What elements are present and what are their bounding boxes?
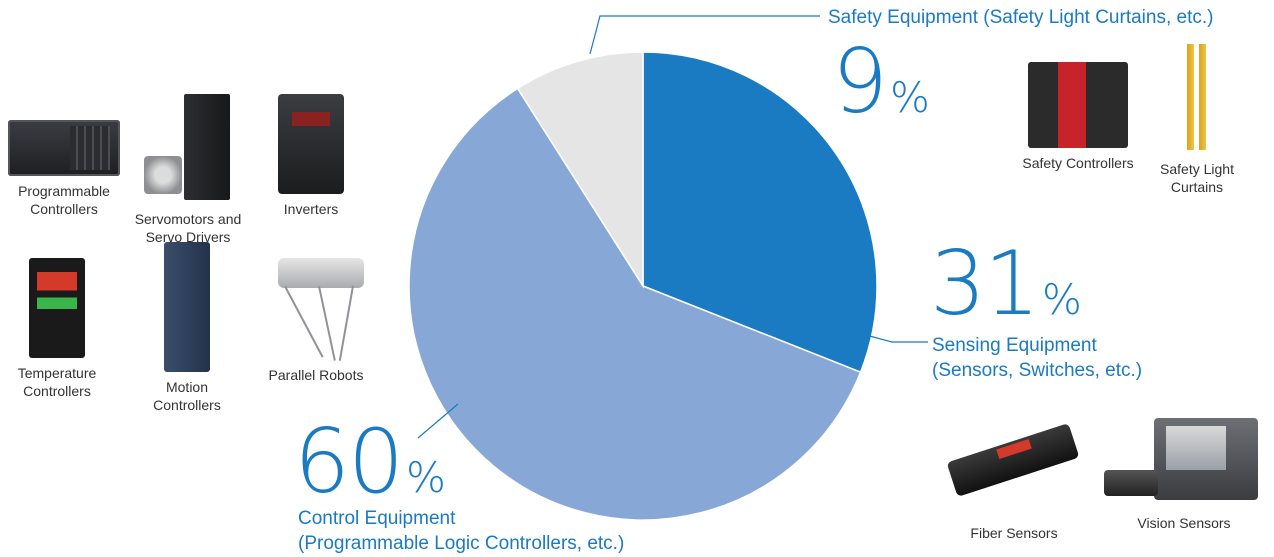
- sensing-percent-sign: %: [1041, 275, 1082, 324]
- sensing-label: Sensing Equipment (Sensors, Switches, et…: [932, 333, 1142, 383]
- safety-light-curtains-caption: Safety Light Curtains: [1160, 161, 1234, 195]
- product-motion-controllers: Motion Controllers: [144, 242, 230, 414]
- servomotor-image: [138, 94, 238, 204]
- product-vision-sensors: Vision Sensors: [1098, 418, 1270, 532]
- fiber-sensors-caption: Fiber Sensors: [970, 525, 1058, 541]
- safety-percent-sign: %: [890, 73, 930, 122]
- motion-controllers-caption: Motion Controllers: [153, 379, 221, 413]
- safety-controller-image: [1028, 62, 1128, 148]
- temperature-controllers-caption: Temperature Controllers: [17, 365, 97, 399]
- sensing-percent: 31%: [930, 240, 1082, 328]
- inverters-caption: Inverters: [283, 201, 339, 217]
- control-label-line2: (Programmable Logic Controllers, etc.): [298, 533, 625, 554]
- parallel-robot-image: [256, 240, 376, 361]
- safety-label: Safety Equipment (Safety Light Curtains,…: [828, 7, 1214, 28]
- servomotors-caption: Servomotors and Servo Drivers: [134, 211, 242, 245]
- parallel-robots-caption: Parallel Robots: [268, 367, 364, 383]
- motion-controller-image: [164, 242, 210, 372]
- control-percent-sign: %: [405, 453, 446, 502]
- control-leader-line: [417, 403, 459, 439]
- sensing-label-line2: (Sensors, Switches, etc.): [932, 360, 1143, 381]
- safety-percent: 9%: [832, 38, 930, 126]
- product-inverters: Inverters: [264, 94, 358, 218]
- pie-slice-safety: [516, 51, 644, 289]
- safety-controllers-caption: Safety Controllers: [1022, 155, 1134, 171]
- product-safety-controllers: Safety Controllers: [1010, 62, 1146, 172]
- control-label: Control Equipment (Programmable Logic Co…: [298, 506, 624, 556]
- product-servomotors: Servomotors and Servo Drivers: [126, 94, 250, 246]
- product-parallel-robots: Parallel Robots: [254, 240, 378, 384]
- vision-sensors-caption: Vision Sensors: [1137, 515, 1231, 531]
- programmable-controller-image: [8, 120, 120, 176]
- sensing-percent-value: 31: [930, 232, 1040, 335]
- sensing-leader-line: [865, 334, 928, 343]
- sensing-label-line1: Sensing Equipment: [932, 335, 1097, 356]
- safety-light-curtain-image: [1177, 44, 1217, 154]
- programmable-controllers-caption: Programmable Controllers: [18, 183, 110, 217]
- product-programmable-controllers: Programmable Controllers: [4, 120, 124, 218]
- fiber-sensor-image: [939, 414, 1089, 504]
- temperature-controller-image: [29, 258, 85, 358]
- safety-percent-value: 9: [832, 30, 888, 133]
- vision-sensor-image: [1104, 418, 1264, 506]
- pie-slice-sensing: [642, 51, 878, 374]
- control-label-line1: Control Equipment: [298, 508, 456, 529]
- product-temperature-controllers: Temperature Controllers: [2, 258, 112, 400]
- control-percent: 60%: [294, 418, 446, 506]
- control-percent-value: 60: [294, 410, 404, 513]
- pie-slice-control: [408, 87, 862, 521]
- safety-leader-line: [589, 15, 820, 55]
- inverter-image: [278, 94, 344, 194]
- product-fiber-sensors: Fiber Sensors: [932, 414, 1096, 542]
- product-safety-light-curtains: Safety Light Curtains: [1152, 44, 1242, 196]
